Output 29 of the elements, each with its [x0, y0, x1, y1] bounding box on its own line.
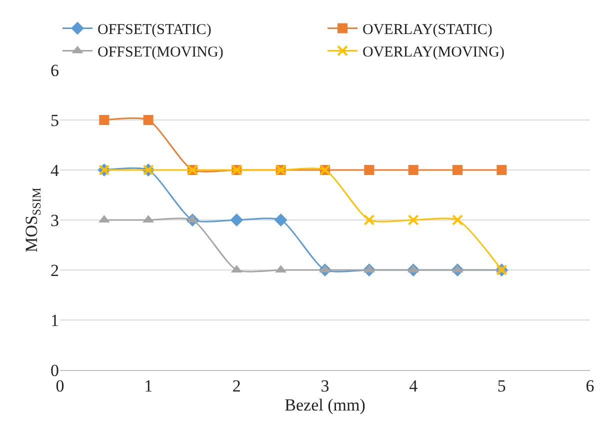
point	[452, 165, 462, 175]
point	[408, 165, 418, 175]
point	[496, 165, 507, 175]
x-tick-label: 2	[232, 376, 241, 396]
x-tick-label: 5	[497, 376, 506, 396]
point	[143, 115, 154, 125]
point	[452, 214, 463, 226]
point	[99, 115, 110, 125]
legend-label: OVERLAY(STATIC)	[362, 22, 492, 38]
y-tick-label: 6	[50, 60, 59, 80]
y-tick-label: 3	[50, 210, 59, 230]
y-tick-label: 5	[50, 110, 59, 130]
y-tick-label: 4	[50, 160, 60, 180]
point	[364, 214, 375, 226]
legend-label: OVERLAY(MOVING)	[362, 44, 504, 61]
x-tick-label: 1	[144, 376, 153, 396]
x-tick-label: 6	[586, 376, 594, 396]
x-tick-label: 4	[409, 376, 418, 396]
x-tick-label: 3	[320, 376, 330, 396]
y-tick-label: 2	[50, 260, 59, 280]
point	[408, 214, 419, 226]
point	[364, 165, 374, 175]
x-axis-title: Bezel (mm)	[284, 395, 366, 414]
y-tick-label: 0	[50, 360, 59, 380]
point	[274, 214, 288, 226]
point	[230, 214, 244, 226]
y-tick-label: 1	[50, 310, 59, 330]
legend-label: OFFSET(STATIC)	[98, 22, 212, 38]
legend-label: OFFSET(MOVING)	[98, 44, 224, 61]
